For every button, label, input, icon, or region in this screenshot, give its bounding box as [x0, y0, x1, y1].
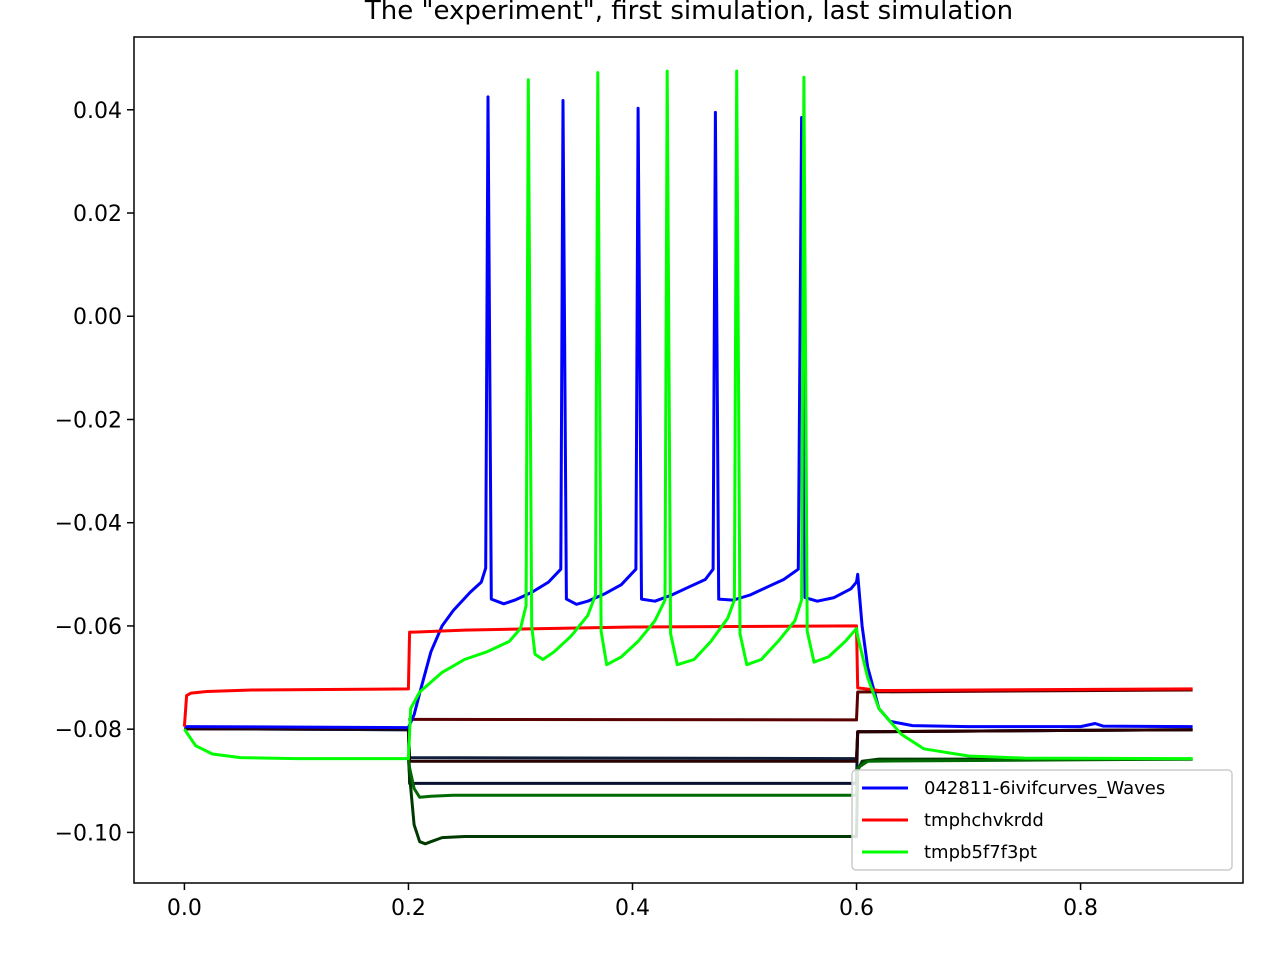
x-tick-label: 0.0: [167, 896, 202, 921]
legend-label: tmpb5f7f3pt: [924, 842, 1037, 863]
x-tick-label: 0.2: [391, 896, 426, 921]
legend-label: tmphchvkrdd: [924, 810, 1044, 831]
series-line-042811-6ivifcurves_Waves: [184, 95, 1193, 730]
series-line-trace-5: [406, 757, 1193, 846]
x-axis: 0.0 0.2 0.4 0.6 0.8: [167, 883, 1098, 921]
y-tick-label: −0.02: [55, 408, 122, 433]
y-axis: 0.04 0.02 0.00 −0.02 −0.04 −0.06 −0.08 −0.10: [55, 99, 134, 846]
x-tick-label: 0.4: [615, 896, 650, 921]
series-line-tmpb5f7f3pt: [183, 69, 1193, 761]
series-line-tmphchvkrdd: [182, 624, 1193, 727]
y-tick-label: 0.04: [73, 99, 122, 124]
series-line-trace-3: [184, 727, 1193, 763]
y-tick-label: 0.02: [73, 202, 122, 227]
y-tick-label: −0.08: [55, 718, 122, 743]
series-layer: [182, 69, 1193, 846]
y-tick-label: −0.04: [55, 512, 122, 537]
y-tick-label: 0.00: [73, 305, 122, 330]
legend-box: [851, 769, 1233, 871]
x-tick-label: 0.6: [839, 896, 874, 921]
series-line-trace-4: [408, 688, 1193, 722]
series-line-trace-6: [406, 757, 1193, 799]
legend-label: 042811-6ivifcurves_Waves: [924, 778, 1165, 799]
chart-title: The "experiment", first simulation, last…: [364, 0, 1013, 26]
y-tick-label: −0.06: [55, 615, 122, 640]
plot-frame: [133, 36, 1244, 884]
series-line-trace-1: [184, 727, 1193, 761]
legend: 042811-6ivifcurves_Waves tmphchvkrdd tmpb5…: [851, 769, 1233, 871]
x-tick-label: 0.8: [1063, 896, 1098, 921]
y-tick-label: −0.10: [55, 821, 122, 846]
